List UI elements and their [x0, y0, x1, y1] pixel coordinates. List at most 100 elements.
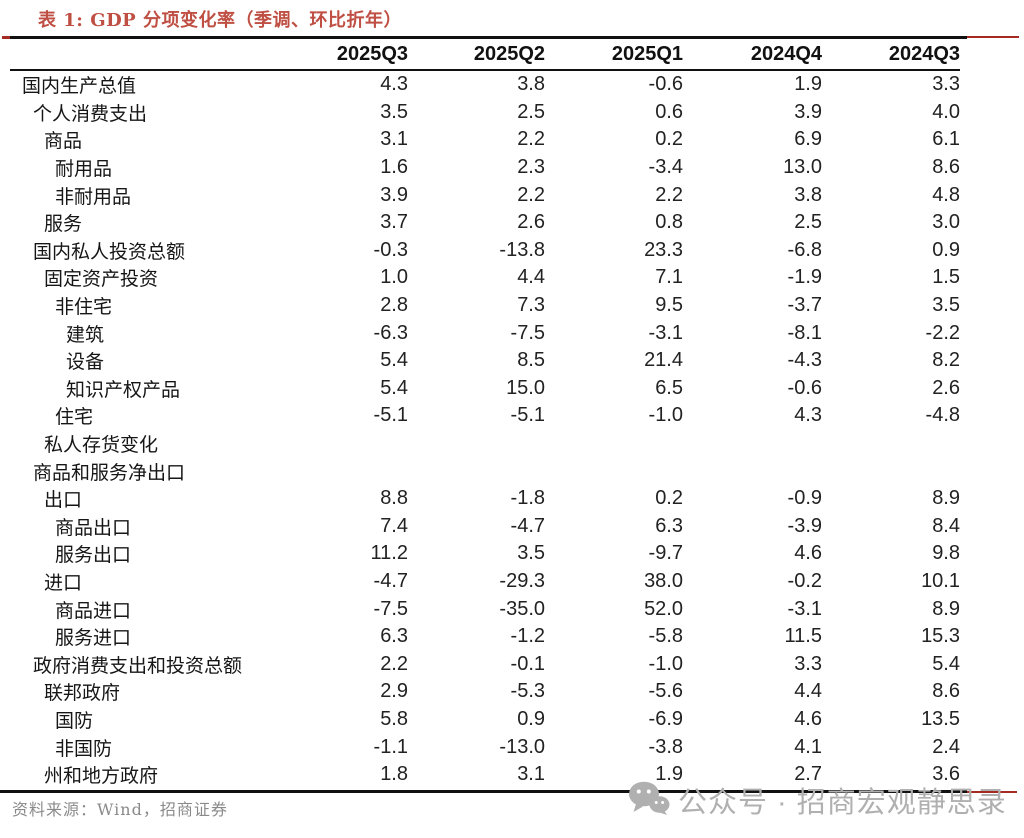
table-title: 表 1: GDP 分项变化率（季调、环比折年） — [38, 10, 402, 31]
cell-value: 4.3 — [380, 73, 408, 96]
cell-value: -0.2 — [787, 569, 822, 592]
cell-value: -1.8 — [510, 487, 545, 510]
table-row: 固定资产投资 1.0 4.4 7.1 -1.9 1.5 — [10, 264, 960, 292]
cell-value: 4.3 — [794, 404, 822, 427]
cell-value: 8.9 — [932, 597, 960, 620]
row-label: 固定资产投资 — [44, 268, 159, 291]
row-label: 耐用品 — [55, 158, 113, 181]
cell-value: -1.1 — [373, 735, 408, 758]
cell-value: 52.0 — [644, 597, 683, 620]
cell-value: -3.7 — [787, 294, 822, 317]
row-label: 商品出口 — [55, 516, 132, 539]
table-row: 政府消费支出和投资总额 2.2 -0.1 -1.0 3.3 5.4 — [10, 650, 960, 678]
cell-value: -35.0 — [499, 597, 545, 620]
column-header: 2024Q4 — [683, 40, 822, 71]
cell-value: 1.5 — [932, 266, 960, 289]
cell-value: 3.6 — [932, 763, 960, 786]
table-top-rule — [10, 36, 967, 39]
row-label: 住宅 — [55, 406, 94, 429]
cell-value: 3.9 — [794, 100, 822, 123]
table-row: 个人消费支出 3.5 2.5 0.6 3.9 4.0 — [10, 99, 960, 127]
cell-value: -29.3 — [499, 569, 545, 592]
cell-value: -3.9 — [787, 514, 822, 537]
cell-value: 2.8 — [380, 294, 408, 317]
cell-value: -7.5 — [510, 321, 545, 344]
table-row: 州和地方政府 1.8 3.1 1.9 2.7 3.6 — [10, 761, 960, 789]
cell-value: 15.0 — [506, 376, 545, 399]
cell-value: 1.9 — [655, 763, 683, 786]
cell-value: -1.0 — [648, 404, 683, 427]
bottom-rule-red-tick-right — [967, 791, 1017, 793]
table-row: 非住宅 2.8 7.3 9.5 -3.7 3.5 — [10, 292, 960, 320]
cell-value: -0.3 — [373, 238, 408, 261]
table-row: 非国防 -1.1 -13.0 -3.8 4.1 2.4 — [10, 733, 960, 761]
watermark-text: 公众号 · 招商宏观静思录 — [678, 787, 1007, 819]
cell-value: 2.2 — [380, 652, 408, 675]
cell-value: 1.0 — [380, 266, 408, 289]
cell-value: 2.2 — [655, 183, 683, 206]
table-row: 私人存货变化 — [10, 430, 960, 458]
cell-value: 4.4 — [517, 266, 545, 289]
cell-value: 0.8 — [655, 211, 683, 234]
cell-value: 6.1 — [932, 128, 960, 151]
row-label: 非耐用品 — [55, 185, 132, 208]
cell-value: 9.5 — [655, 294, 683, 317]
cell-value: -6.9 — [648, 707, 683, 730]
cell-value: 0.9 — [932, 238, 960, 261]
cell-value — [545, 457, 683, 485]
table-row: 设备 5.4 8.5 21.4 -4.3 8.2 — [10, 347, 960, 375]
cell-value — [822, 457, 960, 485]
cell-value: 0.2 — [655, 128, 683, 151]
row-label: 国内生产总值 — [22, 75, 137, 98]
top-rule-red-tick-right — [967, 36, 1019, 38]
table-row: 商品和服务净出口 — [10, 457, 960, 485]
table-row: 商品出口 7.4 -4.7 6.3 -3.9 8.4 — [10, 513, 960, 541]
table-row: 出口 8.8 -1.8 0.2 -0.9 8.9 — [10, 485, 960, 513]
cell-value: 3.1 — [380, 128, 408, 151]
cell-value — [822, 430, 960, 458]
row-label: 非国防 — [55, 737, 113, 760]
table-row: 服务进口 6.3 -1.2 -5.8 11.5 15.3 — [10, 623, 960, 651]
table-row: 建筑 -6.3 -7.5 -3.1 -8.1 -2.2 — [10, 319, 960, 347]
cell-value: -4.7 — [373, 569, 408, 592]
cell-value: -9.7 — [648, 542, 683, 565]
table-row: 耐用品 1.6 2.3 -3.4 13.0 8.6 — [10, 154, 960, 182]
cell-value: 3.3 — [794, 652, 822, 675]
cell-value: -2.2 — [925, 321, 960, 344]
cell-value: 8.5 — [517, 349, 545, 372]
wechat-watermark: 公众号 · 招商宏观静思录 — [628, 779, 1007, 821]
cell-value: -4.7 — [510, 514, 545, 537]
cell-value: -4.8 — [925, 404, 960, 427]
cell-value: 11.2 — [370, 542, 408, 565]
cell-value: -3.1 — [787, 597, 822, 620]
column-header: 2024Q3 — [822, 40, 960, 71]
row-label: 联邦政府 — [44, 682, 121, 705]
cell-value — [408, 430, 545, 458]
cell-value: 5.4 — [380, 376, 408, 399]
row-label: 个人消费支出 — [33, 102, 148, 125]
cell-value: 3.7 — [380, 211, 408, 234]
row-label: 进口 — [44, 571, 83, 594]
source-note: 资料来源：Wind，招商证券 — [12, 800, 228, 819]
cell-value: 8.8 — [380, 487, 408, 510]
cell-value: -5.1 — [510, 404, 545, 427]
cell-value: -0.1 — [510, 652, 545, 675]
cell-value: 0.6 — [655, 100, 683, 123]
column-header: 2025Q3 — [282, 40, 408, 71]
cell-value: 6.3 — [380, 625, 408, 648]
cell-value: -0.6 — [787, 376, 822, 399]
row-label: 建筑 — [66, 323, 105, 346]
column-header: 2025Q2 — [408, 40, 545, 71]
cell-value: -3.8 — [648, 735, 683, 758]
cell-value: 2.3 — [517, 156, 545, 179]
cell-value: 3.5 — [380, 100, 408, 123]
table-row: 国内生产总值 4.3 3.8 -0.6 1.9 3.3 — [10, 70, 960, 99]
cell-value: 2.9 — [380, 680, 408, 703]
cell-value: 2.4 — [932, 735, 960, 758]
row-label: 知识产权产品 — [66, 378, 181, 401]
cell-value: 6.3 — [655, 514, 683, 537]
cell-value: 38.0 — [644, 569, 683, 592]
cell-value: 23.3 — [644, 238, 683, 261]
row-label: 商品和服务净出口 — [33, 461, 186, 484]
